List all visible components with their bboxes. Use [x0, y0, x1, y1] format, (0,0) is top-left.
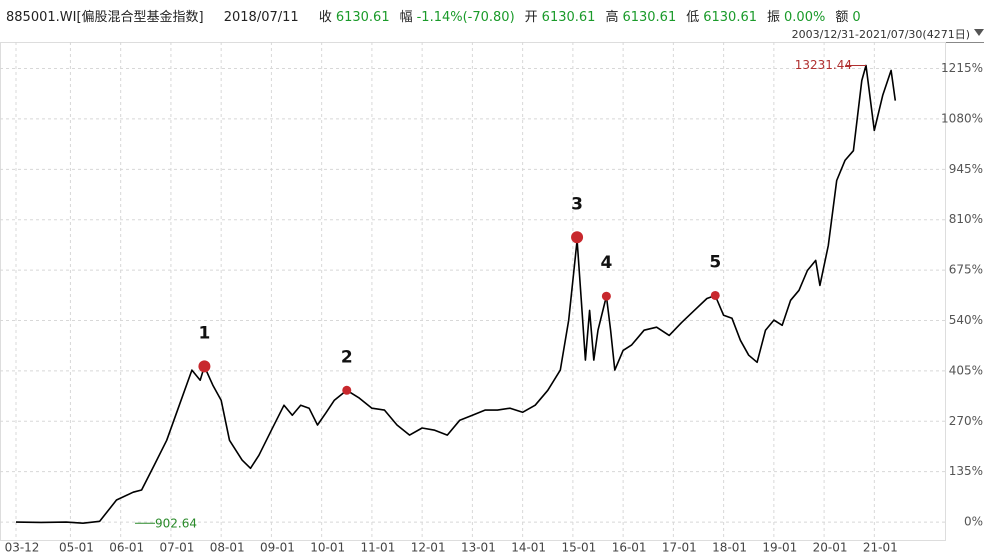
field-label: 振 — [767, 10, 781, 25]
marker — [571, 231, 584, 244]
y-tick-label: 135% — [949, 464, 983, 478]
x-tick-label: 16-01 — [612, 541, 647, 555]
x-tick-label: 18-01 — [712, 541, 747, 555]
x-tick-label: 12-01 — [411, 541, 446, 555]
x-tick-label: 13-01 — [461, 541, 496, 555]
marker-label: 3 — [571, 194, 583, 214]
x-tick-label: 06-01 — [109, 541, 144, 555]
y-tick-label: 810% — [949, 212, 983, 226]
x-tick-label: 09-01 — [260, 541, 295, 555]
marker — [198, 360, 211, 373]
marker-label: 5 — [709, 252, 721, 272]
x-tick-label: 21-01 — [863, 541, 898, 555]
field-label: 幅 — [399, 10, 413, 25]
field-label: 收 — [318, 10, 332, 25]
code: 885001.WI[偏股混合型基金指数] — [6, 10, 204, 25]
x-tick-label: 03-12 — [5, 541, 40, 555]
marker — [710, 290, 720, 300]
price-line — [15, 64, 897, 524]
field-value: 6130.61 — [703, 10, 757, 25]
field-value: 6130.61 — [622, 10, 677, 25]
field-value: 6130.61 — [335, 10, 390, 25]
x-tick-label: 20-01 — [813, 541, 848, 555]
y-tick-label: 945% — [949, 162, 983, 176]
y-tick-label: 270% — [949, 414, 983, 428]
field-value: 0 — [852, 10, 861, 25]
field-label: 高 — [605, 10, 619, 25]
y-tick-label: 1215% — [941, 61, 983, 75]
plot-frame — [0, 42, 946, 541]
marker-label: 4 — [600, 253, 612, 273]
field-value: 6130.61 — [541, 10, 596, 25]
field-label: 额 — [835, 10, 849, 25]
y-tick-label: 0% — [964, 515, 983, 529]
y-tick-label: 1080% — [941, 111, 983, 125]
x-tick-label: 10-01 — [310, 541, 345, 555]
field-label: 低 — [686, 10, 700, 25]
max-label: 13231.44 — [795, 58, 852, 72]
x-tick-label: 07-01 — [159, 541, 194, 555]
y-tick-label: 675% — [949, 263, 983, 277]
min-label: 902.64 — [155, 517, 197, 531]
y-tick-label: 540% — [949, 313, 983, 327]
x-tick-label: 11-01 — [360, 541, 395, 555]
x-tick-label: 19-01 — [762, 541, 797, 555]
field-value: 0.00% — [784, 10, 826, 25]
date: 2018/07/11 — [223, 10, 299, 25]
x-tick-label: 08-01 — [210, 541, 245, 555]
x-tick-label: 05-01 — [59, 541, 94, 555]
y-tick-label: 405% — [949, 363, 983, 377]
field-label: 开 — [524, 10, 538, 25]
x-tick-label: 17-01 — [662, 541, 697, 555]
marker-label: 2 — [341, 347, 353, 367]
marker — [601, 291, 611, 301]
field-value: -1.14%(-70.80) — [416, 10, 515, 25]
marker-label: 1 — [198, 323, 210, 343]
x-tick-label: 15-01 — [561, 541, 596, 555]
x-tick-label: 14-01 — [511, 541, 546, 555]
marker — [342, 385, 352, 395]
header: 885001.WI[偏股混合型基金指数] 2018/07/11 收 6130.61… — [6, 6, 871, 25]
